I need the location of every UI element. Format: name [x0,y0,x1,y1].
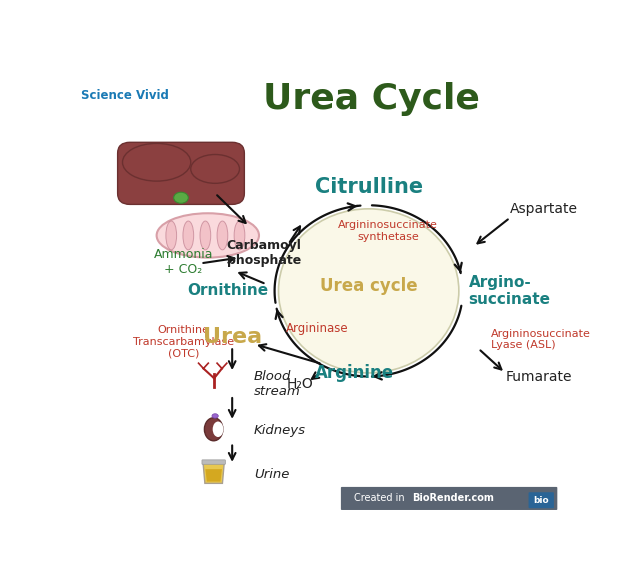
Polygon shape [205,469,222,482]
Text: Argininosuccinate
synthetase: Argininosuccinate synthetase [338,220,438,242]
Ellipse shape [217,221,228,250]
Text: Urine: Urine [254,468,289,482]
Text: Argininosuccinate
Lyase (ASL): Argininosuccinate Lyase (ASL) [491,329,591,350]
Ellipse shape [123,143,191,181]
Text: Citrulline: Citrulline [314,177,423,196]
Text: Arginine: Arginine [314,364,394,382]
Polygon shape [203,461,225,483]
Text: Argininase: Argininase [286,322,349,335]
Ellipse shape [191,154,240,183]
Ellipse shape [204,418,223,441]
FancyBboxPatch shape [202,460,225,464]
Ellipse shape [157,213,259,257]
FancyBboxPatch shape [341,487,557,510]
Text: Blood
stream: Blood stream [254,370,301,398]
Ellipse shape [200,221,211,250]
Text: Ornithine
Transcarbamylase
(OTC): Ornithine Transcarbamylase (OTC) [133,325,234,358]
FancyBboxPatch shape [118,142,244,204]
Text: Urea: Urea [203,327,262,347]
Ellipse shape [183,221,194,250]
Ellipse shape [234,221,245,250]
Text: Aspartate: Aspartate [510,202,578,216]
Text: Science Vivid: Science Vivid [81,89,169,102]
Text: Urea cycle: Urea cycle [320,278,418,295]
Text: bio: bio [533,496,549,505]
Ellipse shape [174,192,188,203]
Text: Argino-
succinate: Argino- succinate [469,275,550,307]
Text: Urea Cycle: Urea Cycle [263,82,479,116]
Ellipse shape [212,414,218,418]
Text: H₂O: H₂O [287,377,314,391]
Text: BioRender.com: BioRender.com [413,494,494,503]
FancyBboxPatch shape [528,492,554,508]
Text: Carbamoyl
phosphate: Carbamoyl phosphate [226,239,301,267]
Text: Fumarate: Fumarate [505,370,572,384]
Text: Kidneys: Kidneys [254,424,306,437]
Text: Ammonia
+ CO₂: Ammonia + CO₂ [153,248,213,276]
Text: Created in: Created in [354,494,408,503]
Circle shape [279,209,459,373]
Ellipse shape [213,422,223,437]
Text: Ornithine: Ornithine [187,283,269,298]
Ellipse shape [166,221,177,250]
